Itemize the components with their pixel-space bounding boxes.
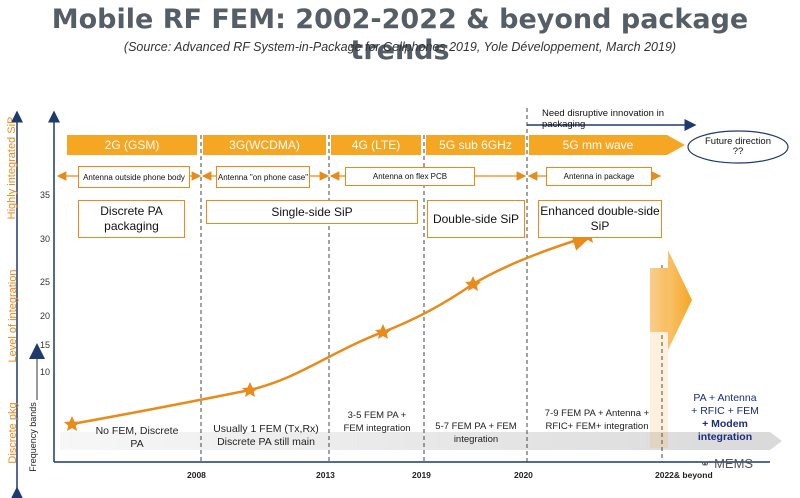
y-tick-35: 35	[39, 190, 50, 200]
future-direction: Future direction ??	[704, 136, 771, 157]
milestone-star-1	[64, 416, 80, 431]
frequency-band-bar	[60, 432, 782, 450]
antenna-box-package: Antenna in package	[546, 167, 652, 186]
watermark: ⚭ MEMS	[700, 456, 753, 471]
y-tick-20: 20	[39, 311, 50, 321]
fem-label-2g: No FEM, Discrete PA	[95, 425, 179, 450]
y-tick-15: 15	[39, 340, 50, 350]
era-4g: 4G (LTE)	[331, 135, 421, 155]
future-integration-line2: + RFIC + FEM	[691, 405, 759, 417]
milestone-star-3	[375, 324, 391, 339]
innovation-note: Need disruptive innovation in packaging	[542, 108, 664, 130]
y-label-top: Highly integrated SiP	[6, 116, 18, 220]
fem-label-5g-mmwave: 7-9 FEM PA + Antenna + RFIC+ FEM+ integr…	[544, 408, 650, 432]
milestone-star-4	[465, 276, 481, 291]
pkg-single-side: Single-side SiP	[206, 200, 418, 224]
year-2020: 2020	[514, 470, 533, 480]
page-title: Mobile RF FEM: 2002-2022 & beyond packag…	[51, 4, 749, 66]
year-2008: 2008	[187, 470, 206, 480]
fem-label-4g: 3-5 FEM PA + FEM integration	[343, 410, 411, 434]
year-2022-beyond: 2022& beyond	[655, 470, 713, 480]
era-2g: 2G (GSM)	[67, 135, 197, 155]
y-tick-30: 30	[39, 234, 50, 244]
future-integration-line4: integration	[697, 431, 753, 443]
era-arrow-tip	[667, 135, 685, 155]
future-integration-line1: PA + Antenna	[693, 392, 757, 404]
y-label-bottom: Discrete pkg	[7, 402, 19, 464]
era-5g-sub6: 5G sub 6GHz	[426, 135, 525, 155]
future-column-shadow	[650, 268, 668, 448]
antenna-box-flex: Antenna on flex PCB	[345, 167, 475, 186]
year-2019: 2019	[412, 470, 431, 480]
era-5g-mmwave: 5G mm wave	[529, 135, 667, 155]
y-label-mid: Level of integration	[7, 269, 19, 363]
watermark-text: MEMS	[714, 456, 754, 471]
era-3g: 3G(WCDMA)	[203, 135, 326, 155]
y-tick-10: 10	[39, 367, 50, 377]
antenna-box-case: Antenna "on phone case"	[216, 166, 310, 188]
future-direction-ellipse	[687, 130, 789, 164]
frequency-bands-label: Frequency bands	[28, 402, 38, 472]
pkg-discrete: Discrete PA packaging	[78, 200, 185, 238]
page-subtitle: (Source: Advanced RF System-in-Package f…	[123, 40, 677, 54]
pkg-enhanced-double-side: Enhanced double-side SiP	[538, 200, 662, 238]
fem-label-3g: Usually 1 FEM (Tx,Rx) Discrete PA still …	[213, 423, 319, 448]
y-tick-25: 25	[39, 277, 50, 287]
growth-curve	[71, 231, 593, 426]
future-integration: PA + Antenna + RFIC + FEM + Modem integr…	[680, 392, 770, 444]
wechat-icon: ⚭	[700, 457, 711, 471]
antenna-box-outside: Antenna outside phone body	[78, 166, 190, 188]
pkg-double-side: Double-side SiP	[427, 200, 525, 238]
milestone-star-2	[242, 382, 258, 397]
future-integration-line3: + Modem	[702, 418, 748, 430]
future-big-arrow	[650, 250, 692, 350]
year-2013: 2013	[316, 470, 335, 480]
fem-label-5g-sub6: 5-7 FEM PA + FEM integration	[435, 421, 517, 445]
